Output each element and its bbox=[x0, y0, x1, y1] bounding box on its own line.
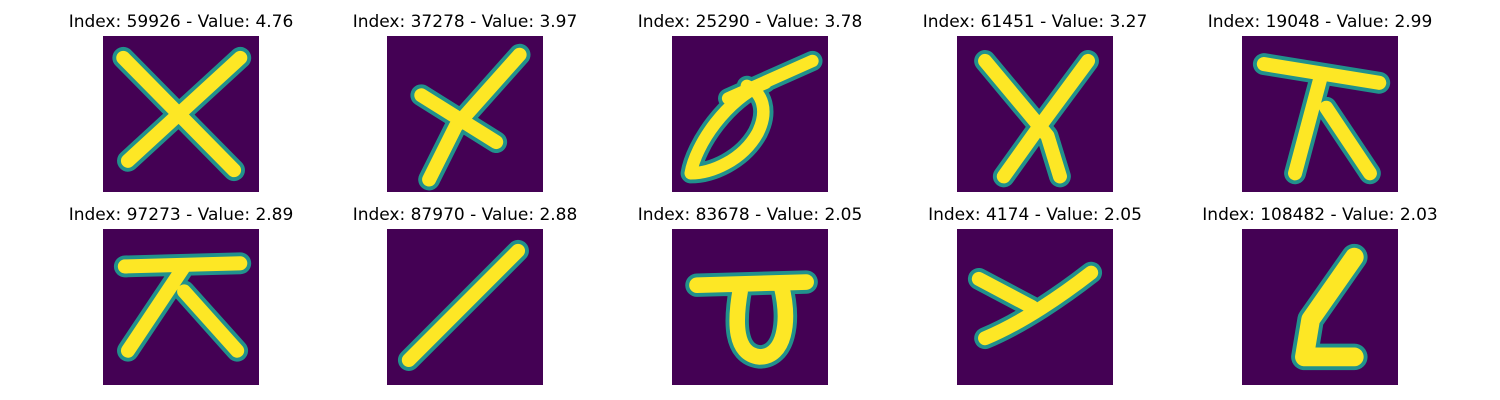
tile-title: Index: 59926 - Value: 4.76 bbox=[68, 12, 294, 32]
glyph-image bbox=[672, 36, 828, 192]
image-tile: Index: 4174 - Value: 2.05 bbox=[915, 205, 1155, 390]
tile-title: Index: 4174 - Value: 2.05 bbox=[928, 205, 1142, 225]
image-tile: Index: 37278 - Value: 3.97 bbox=[345, 12, 585, 197]
image-tile: Index: 25290 - Value: 3.78 bbox=[630, 12, 870, 197]
tile-title: Index: 19048 - Value: 2.99 bbox=[1207, 12, 1433, 32]
glyph-image bbox=[957, 36, 1113, 192]
tile-title: Index: 87970 - Value: 2.88 bbox=[352, 205, 578, 225]
tile-title: Index: 25290 - Value: 3.78 bbox=[637, 12, 863, 32]
tile-title: Index: 83678 - Value: 2.05 bbox=[637, 205, 863, 225]
image-tile: Index: 19048 - Value: 2.99 bbox=[1200, 12, 1440, 197]
glyph-image bbox=[957, 229, 1113, 385]
image-tile: Index: 59926 - Value: 4.76 bbox=[61, 12, 301, 197]
glyph-image bbox=[103, 229, 259, 385]
image-tile: Index: 87970 - Value: 2.88 bbox=[345, 205, 585, 390]
glyph-image bbox=[1242, 36, 1398, 192]
glyph-image bbox=[103, 36, 259, 192]
glyph-image bbox=[387, 36, 543, 192]
image-tile: Index: 97273 - Value: 2.89 bbox=[61, 205, 301, 390]
tile-title: Index: 37278 - Value: 3.97 bbox=[352, 12, 578, 32]
glyph-image bbox=[1242, 229, 1398, 385]
image-tile: Index: 61451 - Value: 3.27 bbox=[915, 12, 1155, 197]
glyph-image bbox=[672, 229, 828, 385]
tile-title: Index: 108482 - Value: 2.03 bbox=[1202, 205, 1438, 225]
image-tile: Index: 108482 - Value: 2.03 bbox=[1200, 205, 1440, 390]
image-tile: Index: 83678 - Value: 2.05 bbox=[630, 205, 870, 390]
tile-title: Index: 97273 - Value: 2.89 bbox=[68, 205, 294, 225]
glyph-image bbox=[387, 229, 543, 385]
tile-title: Index: 61451 - Value: 3.27 bbox=[922, 12, 1148, 32]
